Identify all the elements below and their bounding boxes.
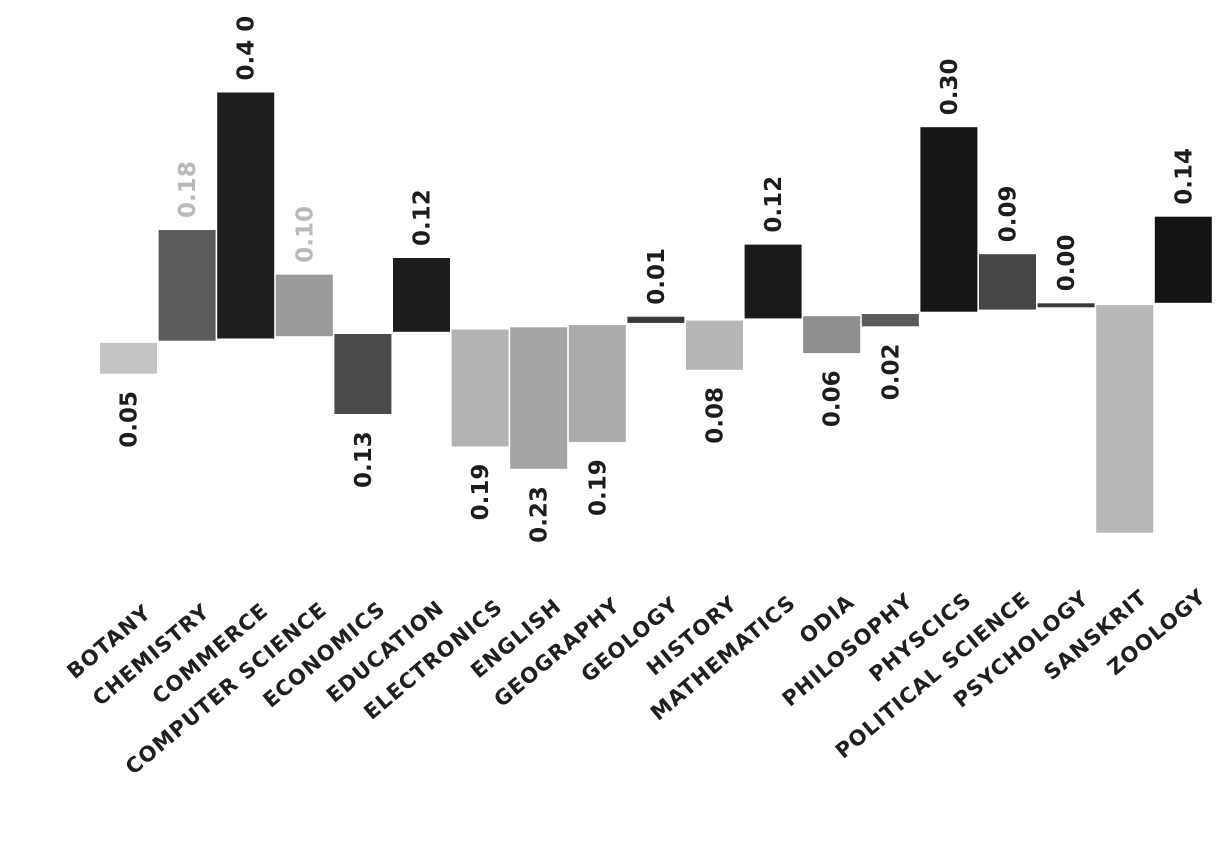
bars-group (100, 92, 1212, 533)
bar-commerce (217, 92, 275, 339)
bar-mathematics (744, 244, 802, 319)
value-label-mathematics: 0.12 (761, 176, 787, 233)
bar-zoology (1154, 216, 1212, 303)
value-label-electronics: 0.19 (468, 464, 494, 521)
bar-economics (334, 334, 392, 414)
bar-geology (627, 316, 685, 323)
bar-sanskrit (1096, 305, 1154, 533)
bar-electronics (451, 329, 509, 447)
value-label-computer-science: 0.10 (292, 206, 318, 263)
value-label-economics: 0.13 (351, 431, 377, 488)
bar-physcics (920, 127, 978, 312)
value-label-botany: 0.05 (117, 391, 143, 448)
bar-chemistry (158, 230, 216, 341)
bar-political-science (979, 254, 1036, 310)
bar-botany (100, 342, 157, 374)
value-label-psychology: 0.00 (1054, 235, 1080, 292)
value-label-geography: 0.19 (585, 459, 611, 516)
value-label-political-science: 0.09 (996, 185, 1022, 242)
value-label-philosophy: 0.02 (878, 344, 904, 401)
value-label-odia: 0.06 (820, 370, 846, 427)
bar-education (393, 258, 450, 332)
value-label-english: 0.23 (527, 486, 553, 543)
value-label-commerce: 0.4 0 (234, 16, 260, 81)
bar-geography (568, 325, 626, 442)
value-label-history: 0.08 (703, 387, 729, 444)
value-label-zoology: 0.14 (1171, 148, 1197, 205)
bar-history (686, 320, 743, 370)
value-label-chemistry: 0.18 (175, 161, 201, 218)
value-label-physcics: 0.30 (937, 58, 963, 115)
value-label-geology: 0.01 (644, 248, 670, 305)
bar-english (510, 327, 568, 469)
bar-computer-science (275, 274, 333, 337)
bar-psychology (1037, 303, 1095, 308)
value-labels-group: 0.05 0.18 0.4 0 0.10 0.13 0.12 0.19 0.23 0.19 0.0… (117, 16, 1198, 543)
bar-odia (803, 316, 861, 354)
bar-philosophy (861, 314, 919, 327)
value-label-education: 0.12 (410, 189, 436, 246)
